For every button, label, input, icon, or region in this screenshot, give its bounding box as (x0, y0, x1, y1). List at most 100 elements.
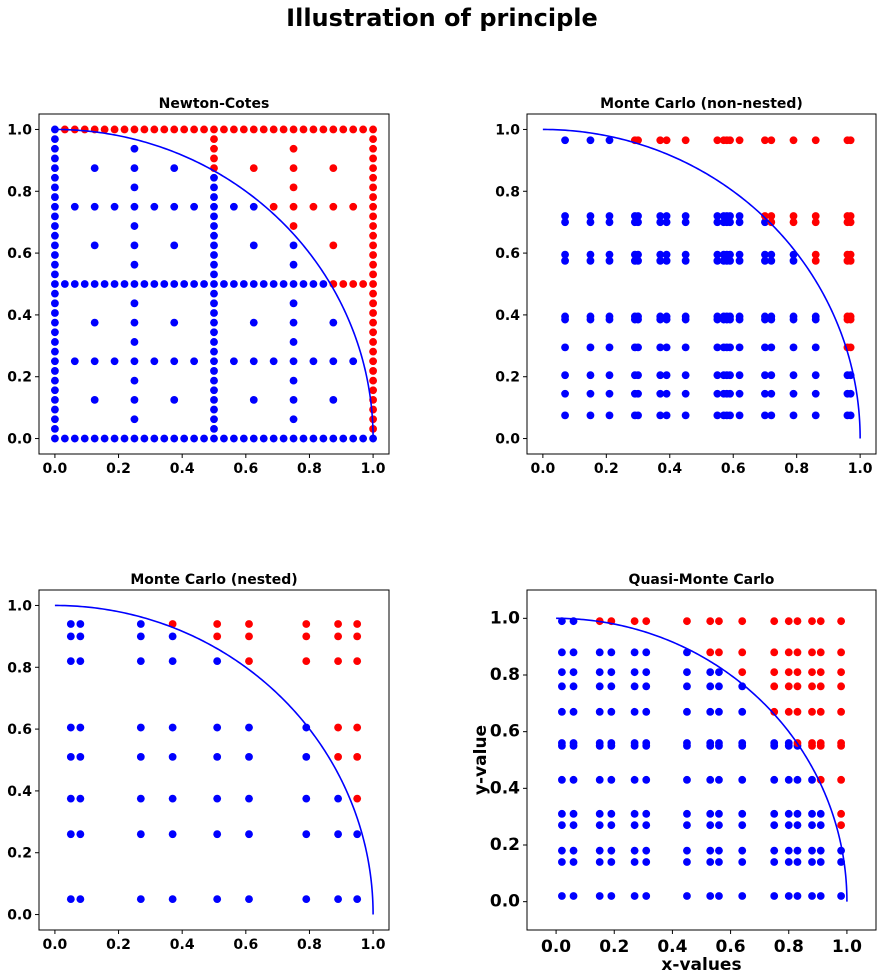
point-inside (51, 318, 59, 327)
y-tick-label: 0.8 (7, 184, 32, 200)
point-outside (816, 682, 825, 691)
point-inside (558, 858, 566, 866)
point-inside (595, 648, 604, 657)
point-inside (569, 821, 578, 830)
point-inside (269, 280, 278, 288)
point-inside (770, 775, 779, 784)
point-inside (210, 386, 218, 395)
point-inside (170, 318, 179, 327)
point-outside (329, 202, 338, 211)
point-inside (634, 218, 642, 227)
point-inside (706, 809, 715, 818)
point-inside (76, 657, 85, 665)
point-inside (681, 343, 690, 352)
point-inside (90, 318, 99, 327)
point-inside (289, 299, 298, 308)
point-inside (770, 858, 779, 866)
point-outside (738, 668, 747, 677)
point-inside (605, 250, 614, 259)
point-outside (706, 617, 715, 626)
point-inside (76, 830, 85, 839)
point-outside (713, 136, 722, 145)
point-inside (353, 830, 362, 839)
point-outside (816, 648, 825, 657)
point-inside (558, 846, 566, 855)
y-tick-label: 0.0 (495, 432, 520, 448)
point-inside (319, 280, 328, 288)
point-outside (150, 125, 159, 134)
point-inside (662, 250, 671, 259)
point-inside (605, 212, 614, 220)
point-inside (793, 821, 802, 830)
point-inside (51, 415, 59, 424)
point-outside (334, 657, 342, 665)
point-inside (136, 753, 145, 761)
point-inside (595, 668, 604, 677)
point-inside (51, 260, 59, 269)
point-inside (136, 632, 145, 641)
point-outside (808, 648, 816, 657)
point-inside (51, 183, 59, 192)
point-inside (66, 723, 75, 732)
point-inside (726, 389, 734, 398)
point-inside (630, 682, 639, 691)
point-inside (630, 739, 639, 747)
point-outside (229, 125, 238, 134)
point-inside (735, 343, 744, 352)
point-inside (558, 648, 566, 657)
point-outside (369, 318, 377, 327)
point-outside (789, 212, 798, 220)
point-inside (607, 668, 616, 677)
point-inside (656, 411, 665, 420)
point-outside (353, 620, 362, 628)
panel-newton-cotes: Newton-Cotes 0.0 0.2 0.4 0.6 0.8 1.0 0.0 0.2 0.4 0… (7, 96, 390, 477)
point-outside (634, 136, 642, 145)
point-inside (715, 775, 723, 784)
point-inside (213, 895, 222, 903)
point-inside (767, 371, 776, 380)
point-inside (634, 371, 642, 380)
point-outside (269, 125, 278, 134)
point-outside (353, 753, 362, 761)
point-outside (846, 256, 855, 265)
point-inside (168, 830, 177, 839)
point-inside (605, 371, 614, 380)
point-inside (761, 312, 769, 321)
point-inside (561, 343, 569, 352)
point-inside (170, 164, 179, 172)
point-inside (586, 389, 595, 398)
point-inside (634, 256, 642, 265)
point-outside (200, 125, 208, 134)
point-inside (634, 312, 642, 321)
point-outside (80, 125, 89, 134)
point-inside (607, 892, 616, 900)
point-inside (789, 256, 798, 265)
point-inside (681, 250, 690, 259)
point-inside (681, 218, 690, 227)
point-inside (683, 775, 691, 784)
point-inside (770, 892, 779, 900)
point-inside (595, 739, 604, 747)
point-inside (245, 895, 253, 903)
point-outside (289, 164, 298, 172)
point-inside (140, 434, 149, 443)
point-outside (369, 357, 377, 366)
point-inside (789, 343, 798, 352)
panel-title: Newton-Cotes (159, 96, 270, 112)
point-inside (51, 357, 59, 366)
point-outside (249, 164, 258, 172)
point-inside (220, 280, 228, 288)
point-inside (51, 173, 59, 182)
point-inside (120, 434, 129, 443)
point-outside (738, 648, 747, 657)
point-inside (110, 202, 119, 211)
point-inside (210, 241, 218, 250)
point-inside (846, 389, 855, 398)
point-inside (630, 668, 639, 677)
point-inside (706, 682, 715, 691)
point-inside (715, 821, 723, 830)
point-inside (761, 343, 769, 352)
point-inside (210, 193, 218, 201)
point-inside (738, 821, 747, 830)
